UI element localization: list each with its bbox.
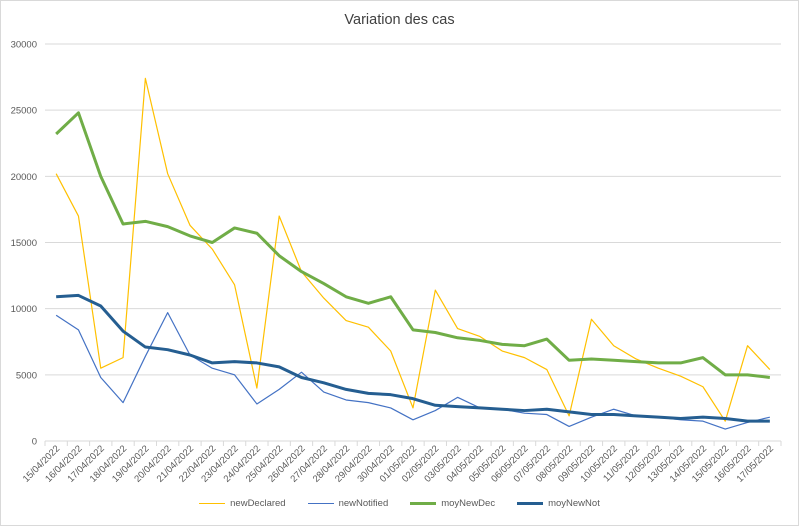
legend-label: moyNewDec (441, 498, 496, 509)
y-tick-label: 10000 (11, 304, 37, 315)
legend-item: moyNewDec (410, 498, 495, 509)
legend: newDeclared newNotified moyNewDec moyNewNot (0, 498, 799, 509)
series-line-newDeclared (55, 77, 771, 422)
legend-item: newNotified (307, 498, 389, 509)
legend-label: newNotified (338, 498, 389, 509)
y-tick-label: 0 (32, 437, 37, 448)
y-tick-label: 30000 (11, 40, 37, 51)
legend-label: moyNewNot (548, 498, 600, 509)
legend-swatch (517, 502, 544, 505)
chart-title: Variation des cas (344, 12, 455, 28)
legend-item: moyNewNot (517, 498, 600, 509)
legend-swatch (199, 503, 226, 504)
y-tick-label: 15000 (11, 238, 37, 249)
legend-item: newDeclared (199, 498, 286, 509)
legend-label: newDeclared (230, 498, 286, 509)
series-line-moyNewNot (56, 293, 770, 423)
y-tick-label: 25000 (11, 106, 37, 117)
legend-swatch (410, 502, 437, 505)
y-tick-label: 20000 (11, 172, 37, 183)
series-line-moyNewDec (55, 111, 771, 379)
y-tick-label: 5000 (16, 370, 37, 381)
legend-swatch (307, 503, 334, 504)
